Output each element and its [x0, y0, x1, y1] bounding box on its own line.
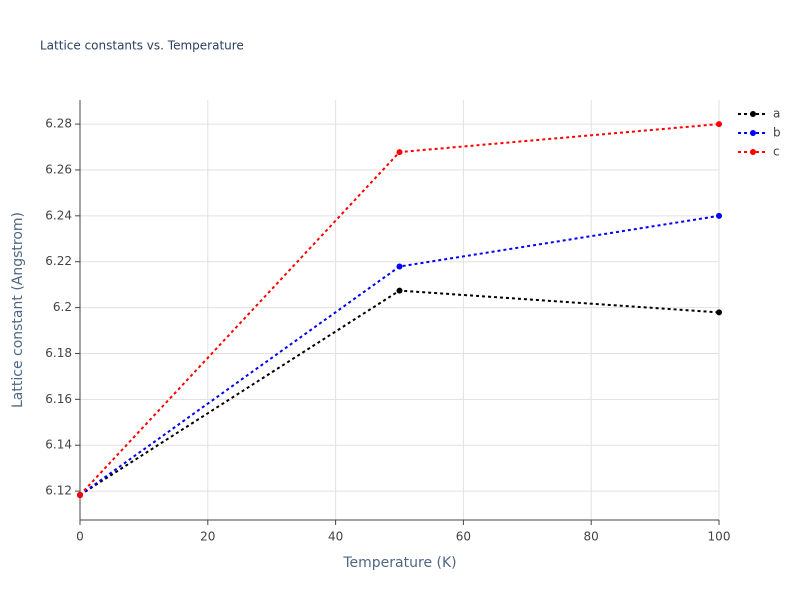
y-tick-label: 6.24 — [45, 208, 72, 222]
legend-marker[interactable] — [750, 130, 756, 136]
point — [77, 491, 83, 498]
point — [716, 121, 722, 128]
y-tick-label: 6.16 — [45, 392, 72, 406]
point — [716, 309, 722, 316]
y-tick-label: 6.2 — [53, 300, 72, 314]
x-tick-label: 0 — [76, 530, 84, 544]
y-axis-label: Lattice constant (Angstrom) — [10, 212, 26, 408]
x-tick-label: 80 — [584, 530, 599, 544]
chart-title: Lattice constants vs. Temperature — [40, 39, 244, 53]
y-tick-label: 6.18 — [45, 346, 72, 360]
x-tick-label: 40 — [328, 530, 343, 544]
point — [396, 287, 403, 294]
x-tick-label: 100 — [708, 530, 731, 544]
legend-marker[interactable] — [750, 111, 756, 117]
y-tick-label: 6.14 — [45, 438, 72, 452]
x-tick-label: 60 — [456, 530, 471, 544]
point — [396, 149, 403, 156]
legend-marker[interactable] — [750, 149, 756, 155]
point — [396, 263, 403, 270]
x-tick-label: 20 — [200, 530, 215, 544]
legend: abc — [738, 107, 781, 159]
legend-label[interactable]: a — [773, 107, 780, 121]
legend-label[interactable]: b — [773, 126, 781, 140]
y-tick-label: 6.12 — [45, 484, 72, 498]
plot-area — [77, 121, 722, 498]
y-tick-label: 6.28 — [45, 117, 72, 131]
legend-label[interactable]: c — [773, 145, 780, 159]
point — [716, 212, 722, 219]
y-tick-label: 6.26 — [45, 162, 72, 176]
y-tick-label: 6.22 — [45, 254, 72, 268]
x-axis-label: Temperature (K) — [342, 555, 456, 571]
